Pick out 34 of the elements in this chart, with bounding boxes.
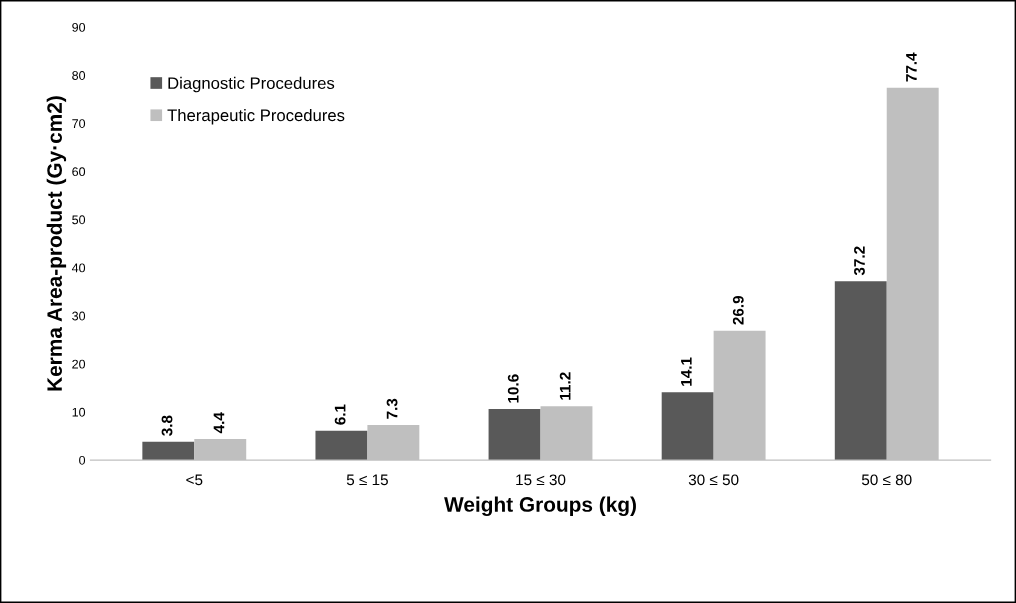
data-label: 37.2 [854, 246, 865, 276]
data-label: 10.6 [507, 374, 519, 403]
legend-label: Therapeutic Procedures [167, 108, 345, 125]
y-tick-label: 80 [72, 71, 86, 80]
y-tick-label: 60 [72, 167, 86, 177]
bar [488, 409, 541, 461]
bar [834, 281, 887, 461]
data-label: 14.1 [681, 357, 692, 386]
y-tick-label: 10 [72, 407, 86, 417]
x-tick-label: 50 ≤ 80 [861, 474, 912, 486]
data-label: 3.8 [161, 415, 173, 436]
x-axis-title: Weight Groups (kg) [444, 496, 636, 517]
x-tick-label: <5 [186, 474, 203, 486]
x-tick-label: 30 ≤ 50 [688, 474, 739, 486]
y-axis-title: Kerma Area-product (Gy·cm2) [46, 96, 67, 391]
x-tick-label: 5 ≤ 15 [346, 474, 388, 486]
bar [315, 430, 368, 461]
bar [142, 441, 195, 461]
data-label: 11.2 [559, 372, 571, 400]
data-label: 26.9 [732, 295, 744, 325]
legend-label: Diagnostic Procedures [168, 76, 335, 93]
data-label: 6.1 [334, 404, 346, 425]
y-tick-label: 90 [72, 22, 86, 32]
y-tick-label: 40 [71, 263, 86, 273]
y-tick-label: 20 [72, 359, 86, 369]
x-tick-label: 15 ≤ 30 [516, 474, 566, 486]
data-label: 77.4 [906, 52, 917, 82]
y-tick-label: 70 [72, 119, 86, 128]
y-tick-label: 50 [72, 215, 86, 225]
bar [661, 392, 714, 461]
data-label: 7.3 [386, 398, 398, 419]
y-tick-label: 30 [72, 311, 86, 321]
data-label: 4.4 [213, 412, 225, 434]
y-tick-label: 0 [79, 455, 86, 465]
